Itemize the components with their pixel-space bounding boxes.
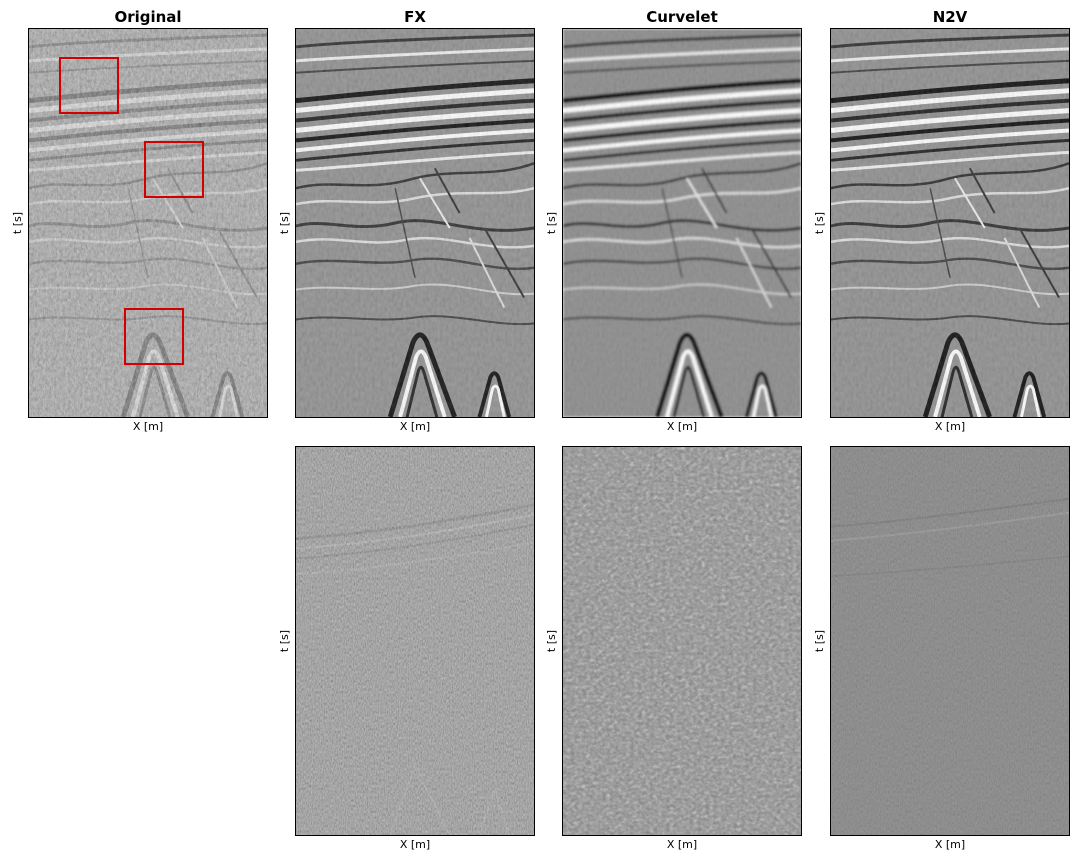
panel-n2v-noise <box>830 446 1070 836</box>
ylabel-n2v: t [s] <box>813 211 826 235</box>
title-n2v: N2V <box>932 8 968 26</box>
title-original: Original <box>114 8 182 26</box>
ylabel-fx-noise: t [s] <box>278 629 291 653</box>
ylabel-original: t [s] <box>11 211 24 235</box>
xlabel-n2v: X [m] <box>934 420 966 433</box>
panel-fx-noise <box>295 446 535 836</box>
panel-curvelet <box>562 28 802 418</box>
title-fx: FX <box>404 8 426 26</box>
highlight-box-3 <box>124 308 184 365</box>
xlabel-fx-noise: X [m] <box>399 838 431 851</box>
panel-n2v <box>830 28 1070 418</box>
xlabel-fx: X [m] <box>399 420 431 433</box>
panel-fx <box>295 28 535 418</box>
ylabel-fx: t [s] <box>278 211 291 235</box>
panel-original <box>28 28 268 418</box>
title-curvelet: Curvelet <box>646 8 718 26</box>
xlabel-curvelet-noise: X [m] <box>666 838 698 851</box>
ylabel-curvelet-noise: t [s] <box>545 629 558 653</box>
panel-curvelet-noise <box>562 446 802 836</box>
xlabel-n2v-noise: X [m] <box>934 838 966 851</box>
highlight-box-2 <box>144 141 204 198</box>
ylabel-n2v-noise: t [s] <box>813 629 826 653</box>
highlight-box-1 <box>59 57 119 114</box>
xlabel-curvelet: X [m] <box>666 420 698 433</box>
xlabel-original: X [m] <box>132 420 164 433</box>
ylabel-curvelet: t [s] <box>545 211 558 235</box>
